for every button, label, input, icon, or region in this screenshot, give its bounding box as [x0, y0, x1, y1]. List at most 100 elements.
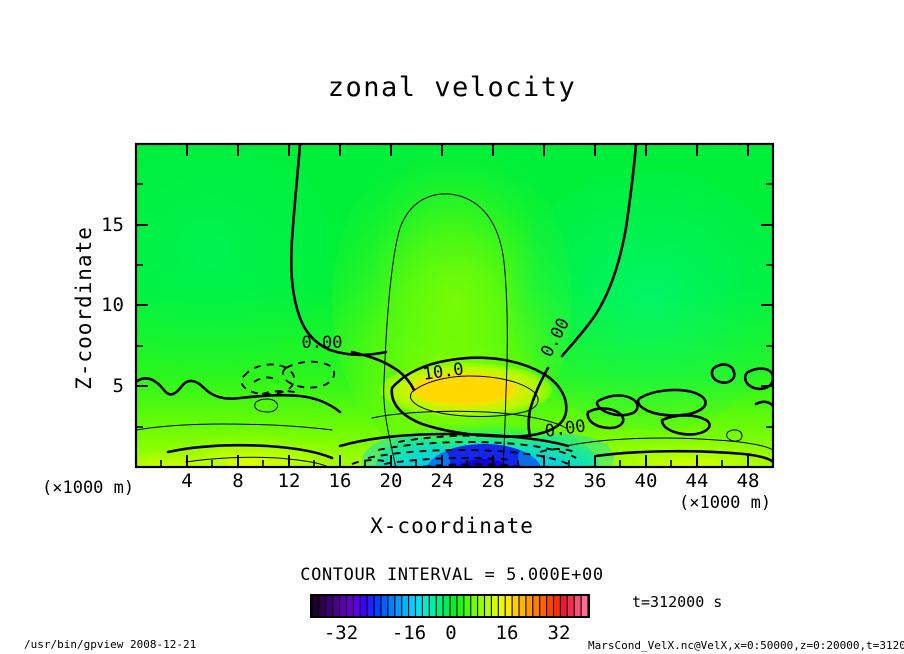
left-soft-shading — [136, 144, 330, 370]
contour-small-loop-left — [254, 398, 279, 413]
y-tick-label-15: 15 — [101, 214, 124, 236]
footer-command: /usr/bin/gpview 2008-12-21 — [24, 638, 197, 651]
colorbar-cell — [409, 596, 415, 616]
colorbar-cell — [533, 596, 540, 616]
y-axis-ticks-right — [761, 183, 773, 428]
contour-field: 0.00 10.0 0.00 0.00 — [136, 144, 773, 467]
contour-right-blob-high — [710, 363, 736, 384]
contour-neg-core-4 — [397, 434, 509, 443]
colorbar-cell — [485, 596, 491, 616]
contour-right-lower-4 — [660, 414, 711, 436]
contour-right-lower-2 — [636, 388, 707, 417]
contour-zero-left-cont — [350, 350, 416, 392]
contour-right-band-thick — [594, 449, 773, 464]
contour-interval-label: CONTOUR INTERVAL = 5.000E+00 — [300, 565, 604, 585]
x-axis-title: X-coordinate — [370, 514, 534, 538]
colorbar-cell — [319, 596, 326, 616]
contour-right-lower-1 — [595, 394, 639, 417]
y-axis-title: Z-coordinate — [72, 226, 96, 390]
colorbar-tick-label-neg32: -32 — [323, 622, 359, 644]
x-tick-label-32: 32 — [532, 470, 556, 492]
reverse-flow-core — [426, 444, 542, 467]
colorbar-cell — [326, 596, 333, 616]
x-axis-unit: (×1000 m) — [679, 493, 772, 513]
x-tick-label-48: 48 — [736, 470, 760, 492]
y-axis-unit: (×1000 m) — [42, 478, 135, 498]
right-soft-shading — [510, 170, 773, 430]
page-title: zonal velocity — [327, 72, 577, 103]
x-tick-label-12: 12 — [277, 470, 301, 492]
colorbar-cell — [491, 596, 498, 616]
colorbar-cell — [402, 596, 409, 616]
colorbar-cell — [333, 596, 340, 616]
colorbar-cell — [519, 596, 526, 616]
colorbar-cell — [436, 596, 443, 616]
colorbar-cell — [554, 596, 560, 616]
colorbar-cells — [312, 596, 588, 616]
colorbar-cell — [512, 596, 519, 616]
colorbar-cell — [360, 596, 367, 616]
colorbar-cell — [450, 596, 457, 616]
colorbar-cell — [457, 596, 464, 616]
jet-core-peak — [411, 374, 515, 404]
colorbar-cell — [547, 596, 553, 616]
plume-shading-inner — [377, 145, 533, 355]
colorbar-cell — [567, 596, 574, 616]
colorbar-cell — [388, 596, 395, 616]
x-tick-label-40: 40 — [634, 470, 658, 492]
y-axis-ticks — [136, 183, 148, 428]
time-annotation: t=312000 s — [632, 593, 723, 611]
contour-left-yellow-band — [166, 443, 334, 460]
contour-neg-left-4 — [261, 390, 301, 395]
colorbar-cell — [505, 596, 512, 616]
contour-ten-jet — [390, 356, 568, 438]
x-tick-label-44: 44 — [685, 470, 709, 492]
x-tick-label-20: 20 — [379, 470, 403, 492]
colorbar-cell — [422, 596, 429, 616]
contour-left-lower — [136, 377, 342, 414]
reverse-flow-peak — [457, 459, 511, 467]
colorbar-cell — [347, 596, 353, 616]
colorbar-cell — [526, 596, 533, 616]
colorbar-cell — [540, 596, 547, 616]
contour-zero-right — [560, 144, 638, 358]
contour-plume-outline — [383, 193, 508, 467]
colorbar-cell — [353, 596, 360, 616]
contour-zero-left — [289, 144, 388, 357]
contour-neg-core-7 — [351, 459, 385, 465]
colorbar-cell — [367, 596, 374, 616]
contour-neg-core-5 — [410, 463, 517, 467]
colorbar-cell — [312, 596, 319, 616]
x-axis-ticks-top — [186, 144, 749, 156]
contour-right-edge-blob — [743, 367, 773, 391]
colorbar-cell — [429, 596, 436, 616]
low-level-yellow-far-left — [136, 446, 230, 467]
x-tick-label-36: 36 — [583, 470, 607, 492]
colorbar-tick-label-32: 32 — [547, 622, 571, 644]
colorbar-cell — [464, 596, 471, 616]
colorbar-cell — [381, 596, 388, 616]
y-tick-label-10: 10 — [101, 294, 124, 316]
contour-neg-core-2 — [367, 449, 573, 467]
colorbar-cell — [574, 596, 581, 616]
x-tick-label-24: 24 — [430, 470, 454, 492]
colorbar-tick-label-0: 0 — [445, 622, 457, 644]
x-tick-label-16: 16 — [328, 470, 352, 492]
x-tick-label-8: 8 — [232, 470, 244, 492]
colorbar-cell — [498, 596, 505, 616]
contour-neg-left-2 — [253, 376, 279, 383]
colorbar-cell — [395, 596, 402, 616]
contour-neg-core-1 — [377, 441, 577, 459]
contour-label-0-left: 0.00 — [302, 333, 343, 353]
colorbar-cell — [471, 596, 478, 616]
colorbar-tick-label-neg16: -16 — [391, 622, 427, 644]
contour-right-band-thin — [565, 437, 773, 451]
x-tick-label-28: 28 — [481, 470, 505, 492]
colorbar-cell — [374, 596, 381, 616]
y-tick-label-5: 5 — [112, 375, 124, 397]
contour-neg-left-1 — [240, 363, 296, 396]
colorbar-cell — [478, 596, 484, 616]
contour-jet-lower — [371, 410, 567, 429]
